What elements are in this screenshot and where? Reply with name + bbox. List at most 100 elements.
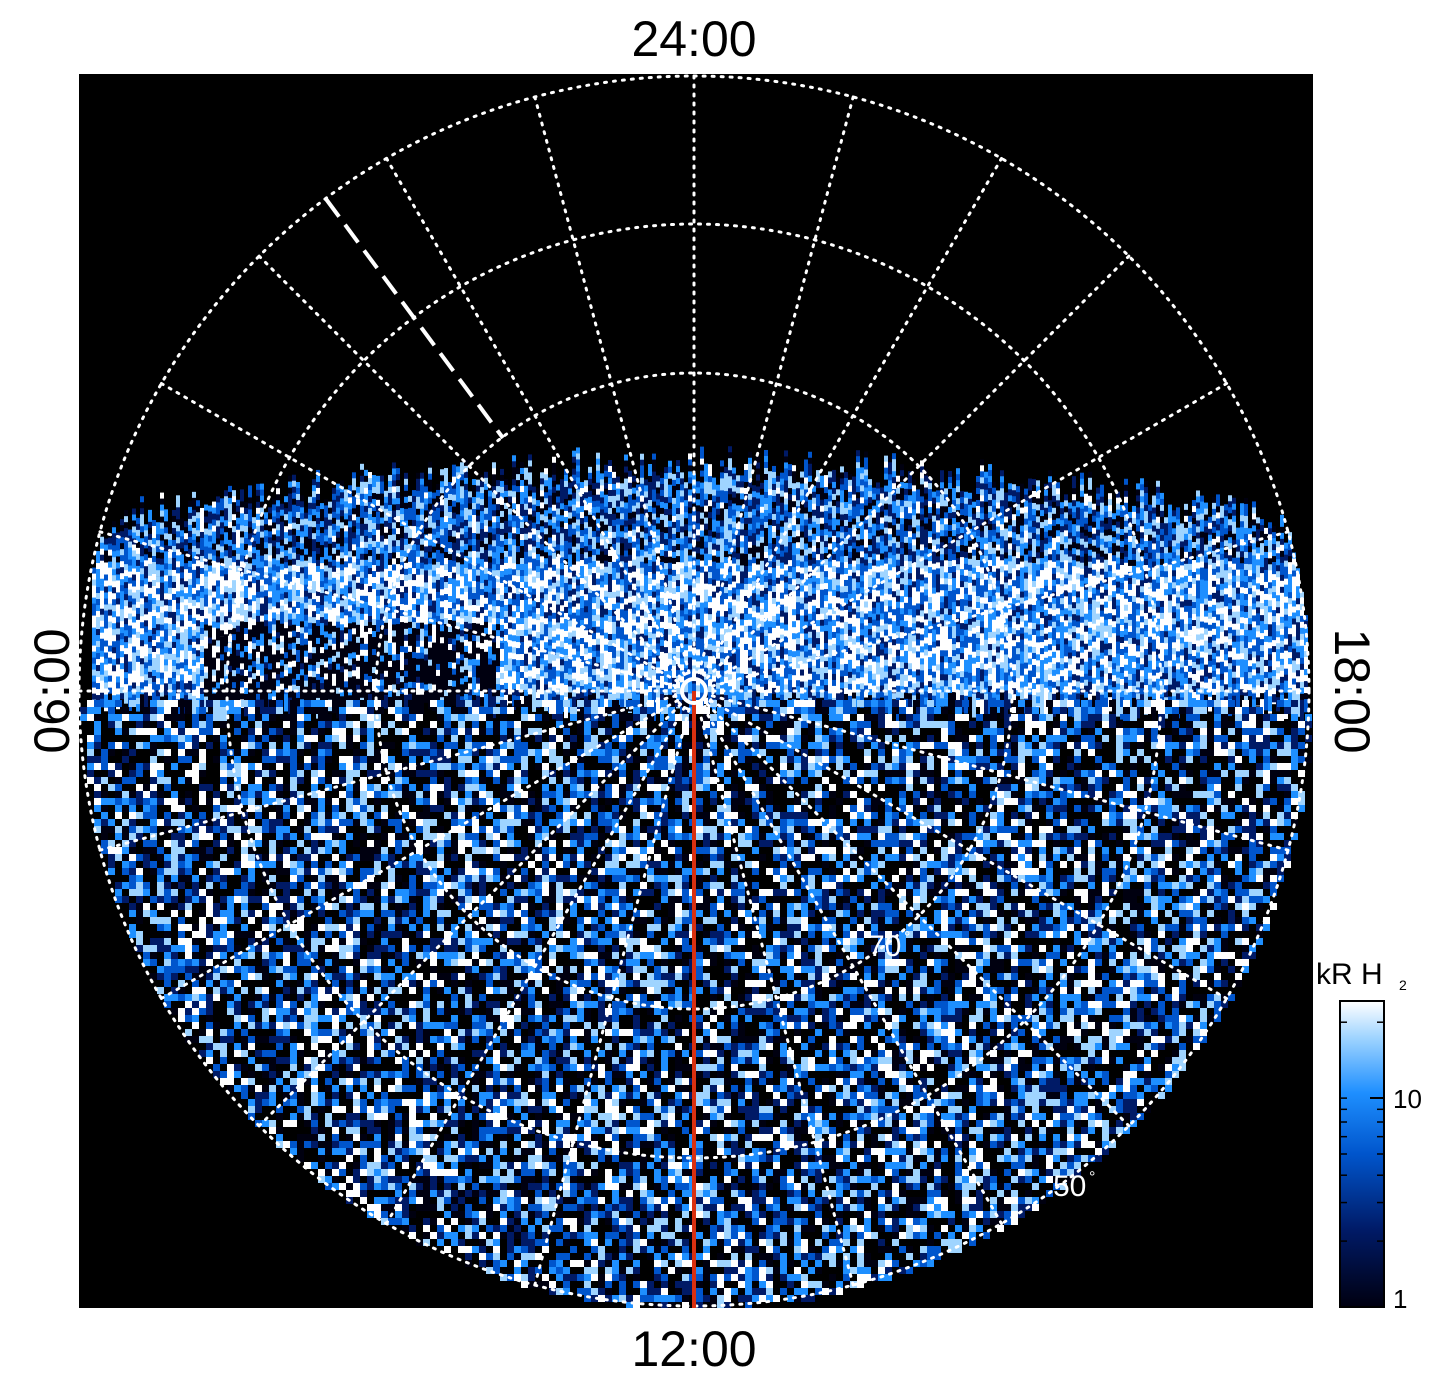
emission-pixel bbox=[224, 664, 228, 676]
emission-pixel bbox=[640, 543, 644, 551]
emission-pixel bbox=[436, 633, 440, 643]
emission-pixel bbox=[560, 647, 564, 654]
emission-pixel bbox=[596, 560, 600, 569]
emission-pixel bbox=[480, 517, 484, 529]
emission-pixel bbox=[484, 609, 488, 618]
emission-pixel bbox=[376, 481, 380, 492]
emission-pixel bbox=[604, 506, 608, 519]
emission-pixel bbox=[524, 569, 528, 577]
emission-pixel bbox=[436, 507, 440, 518]
emission-pixel bbox=[112, 533, 116, 540]
emission-pixel bbox=[616, 530, 620, 538]
emission-pixel bbox=[416, 580, 420, 592]
emission-pixel bbox=[596, 686, 600, 697]
emission-pixel bbox=[380, 511, 384, 520]
emission-pixel bbox=[592, 549, 596, 560]
emission-pixel bbox=[544, 516, 548, 523]
emission-pixel bbox=[372, 595, 376, 604]
emission-pixel bbox=[420, 664, 424, 672]
emission-pixel bbox=[356, 660, 360, 668]
emission-pixel bbox=[268, 507, 272, 517]
emission-pixel bbox=[504, 628, 508, 637]
emission-pixel bbox=[564, 624, 568, 635]
emission-pixel bbox=[504, 508, 508, 518]
emission-pixel bbox=[320, 521, 324, 531]
emission-pixels bbox=[80, 446, 1312, 1308]
emission-pixel bbox=[232, 598, 236, 609]
emission-pixel bbox=[596, 452, 600, 464]
emission-pixel bbox=[312, 593, 316, 600]
emission-pixel bbox=[156, 522, 160, 530]
emission-pixel bbox=[376, 583, 380, 593]
emission-pixel bbox=[416, 658, 420, 668]
emission-pixel bbox=[288, 667, 292, 680]
emission-pixel bbox=[148, 611, 152, 621]
emission-pixel bbox=[284, 568, 288, 575]
emission-pixel bbox=[456, 580, 460, 592]
emission-pixel bbox=[252, 619, 256, 628]
emission-pixel bbox=[480, 655, 484, 667]
emission-pixel bbox=[232, 544, 236, 557]
emission-pixel bbox=[316, 535, 320, 544]
emission-pixel bbox=[588, 526, 592, 539]
emission-pixel bbox=[600, 635, 604, 644]
emission-pixel bbox=[624, 514, 628, 522]
emission-pixel bbox=[124, 624, 128, 631]
emission-pixel bbox=[596, 500, 600, 508]
emission-pixel bbox=[460, 624, 464, 635]
emission-pixel bbox=[448, 674, 452, 683]
emission-pixel bbox=[420, 634, 424, 644]
emission-pixel bbox=[628, 530, 632, 538]
emission-pixel bbox=[272, 588, 276, 596]
emission-pixel bbox=[436, 519, 440, 528]
emission-pixel bbox=[592, 543, 596, 552]
emission-pixel bbox=[576, 597, 580, 606]
emission-pixel bbox=[272, 522, 276, 532]
emission-pixel bbox=[536, 488, 540, 499]
emission-pixel bbox=[176, 663, 180, 673]
emission-pixel bbox=[416, 478, 420, 490]
emission-pixel bbox=[148, 521, 152, 531]
emission-pixel bbox=[284, 694, 288, 712]
emission-pixel bbox=[484, 597, 488, 608]
emission-pixel bbox=[96, 599, 100, 611]
emission-pixel bbox=[440, 673, 444, 684]
emission-pixel bbox=[540, 508, 544, 518]
emission-pixel bbox=[108, 561, 112, 571]
emission-pixel bbox=[496, 510, 500, 519]
emission-pixel bbox=[340, 684, 344, 693]
emission-pixel bbox=[416, 610, 420, 618]
emission-pixel bbox=[324, 505, 328, 516]
emission-pixel bbox=[336, 579, 340, 591]
emission-pixel bbox=[224, 682, 228, 694]
emission-pixel bbox=[344, 627, 348, 637]
emission-pixel bbox=[556, 592, 560, 601]
emission-pixel bbox=[204, 576, 208, 583]
emission-pixel bbox=[412, 658, 416, 668]
emission-pixel bbox=[140, 508, 144, 517]
emission-pixel bbox=[592, 633, 596, 645]
emission-pixel bbox=[468, 617, 472, 628]
emission-pixel bbox=[484, 525, 488, 536]
emission-pixel bbox=[404, 508, 408, 516]
emission-pixel bbox=[304, 542, 308, 552]
emission-pixel bbox=[400, 532, 404, 540]
emission-pixel bbox=[556, 562, 560, 572]
emission-pixel bbox=[152, 675, 156, 683]
emission-pixel bbox=[228, 563, 232, 573]
emission-pixel bbox=[124, 510, 128, 519]
emission-pixel bbox=[136, 631, 140, 643]
emission-pixel bbox=[132, 682, 136, 694]
emission-pixel bbox=[492, 654, 496, 665]
emission-pixel bbox=[520, 696, 524, 704]
emission-pixel bbox=[236, 691, 240, 704]
emission-pixel bbox=[172, 677, 176, 687]
emission-pixel bbox=[244, 567, 248, 580]
emission-pixel bbox=[372, 631, 376, 639]
emission-pixel bbox=[572, 516, 576, 525]
emission-pixel bbox=[464, 669, 468, 679]
emission-pixel bbox=[380, 517, 384, 526]
emission-pixel bbox=[260, 561, 264, 572]
emission-pixel bbox=[444, 624, 448, 635]
emission-pixel bbox=[576, 465, 580, 476]
